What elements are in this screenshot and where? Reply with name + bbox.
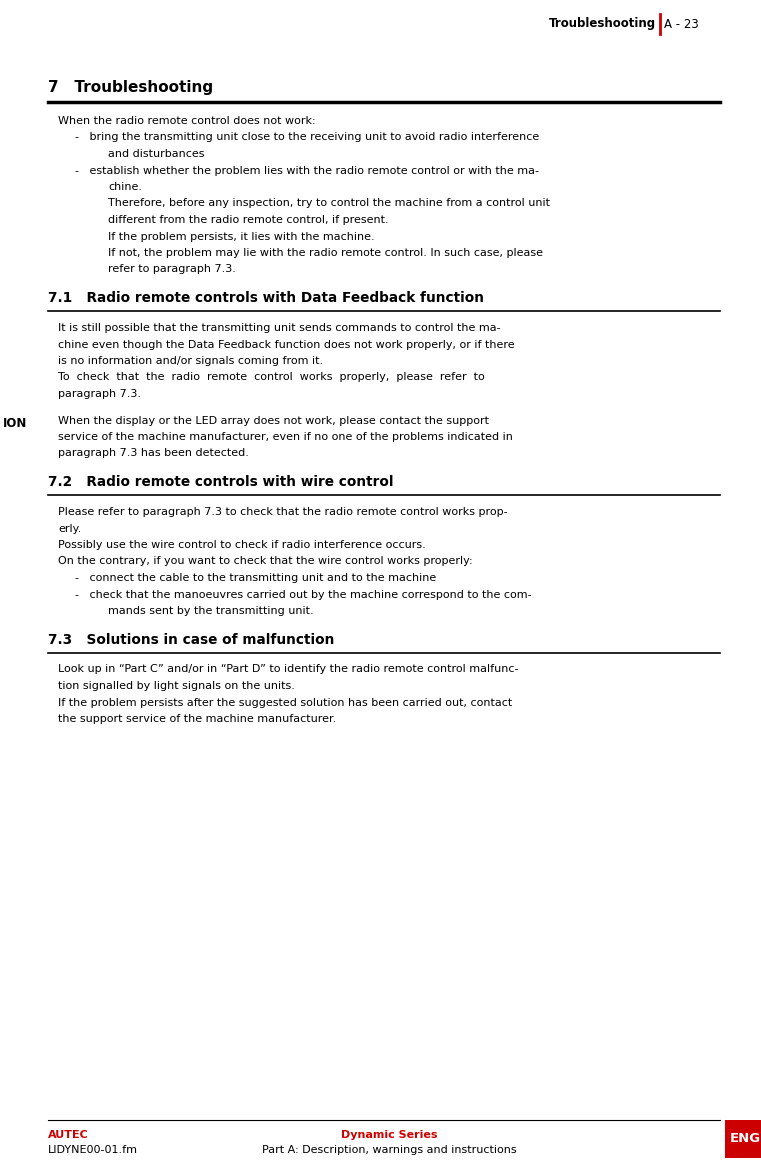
Text: When the display or the LED array does not work, please contact the support: When the display or the LED array does n… <box>58 415 489 426</box>
Text: the support service of the machine manufacturer.: the support service of the machine manuf… <box>58 714 336 725</box>
Text: chine even though the Data Feedback function does not work properly, or if there: chine even though the Data Feedback func… <box>58 340 514 350</box>
Text: It is still possible that the transmitting unit sends commands to control the ma: It is still possible that the transmitti… <box>58 323 501 333</box>
Text: -   check that the manoeuvres carried out by the machine correspond to the com-: - check that the manoeuvres carried out … <box>75 590 532 599</box>
Text: refer to paragraph 7.3.: refer to paragraph 7.3. <box>108 264 236 274</box>
Text: service of the machine manufacturer, even if no one of the problems indicated in: service of the machine manufacturer, eve… <box>58 431 513 442</box>
Text: On the contrary, if you want to check that the wire control works properly:: On the contrary, if you want to check th… <box>58 557 473 566</box>
Text: and disturbances: and disturbances <box>108 149 205 159</box>
Text: If the problem persists after the suggested solution has been carried out, conta: If the problem persists after the sugges… <box>58 698 512 707</box>
Text: Dynamic Series: Dynamic Series <box>341 1130 438 1140</box>
Text: Part A: Description, warnings and instructions: Part A: Description, warnings and instru… <box>262 1146 516 1155</box>
Text: 7   Troubleshooting: 7 Troubleshooting <box>48 80 213 95</box>
Text: 7.3   Solutions in case of malfunction: 7.3 Solutions in case of malfunction <box>48 633 334 647</box>
Text: AUTEC: AUTEC <box>48 1130 89 1140</box>
Text: 7.1   Radio remote controls with Data Feedback function: 7.1 Radio remote controls with Data Feed… <box>48 291 484 305</box>
Text: -   establish whether the problem lies with the radio remote control or with the: - establish whether the problem lies wit… <box>75 165 539 176</box>
Text: When the radio remote control does not work:: When the radio remote control does not w… <box>58 116 316 126</box>
Text: -   connect the cable to the transmitting unit and to the machine: - connect the cable to the transmitting … <box>75 573 436 583</box>
Text: paragraph 7.3.: paragraph 7.3. <box>58 388 141 399</box>
Text: LIDYNE00-01.fm: LIDYNE00-01.fm <box>48 1146 138 1155</box>
Text: Therefore, before any inspection, try to control the machine from a control unit: Therefore, before any inspection, try to… <box>108 199 550 208</box>
Text: different from the radio remote control, if present.: different from the radio remote control,… <box>108 215 389 224</box>
Text: -   bring the transmitting unit close to the receiving unit to avoid radio inter: - bring the transmitting unit close to t… <box>75 133 540 143</box>
Text: tion signalled by light signals on the units.: tion signalled by light signals on the u… <box>58 682 295 691</box>
Text: erly.: erly. <box>58 523 81 534</box>
Text: Please refer to paragraph 7.3 to check that the radio remote control works prop-: Please refer to paragraph 7.3 to check t… <box>58 507 508 518</box>
Text: ENG: ENG <box>730 1133 761 1146</box>
Text: To  check  that  the  radio  remote  control  works  properly,  please  refer  t: To check that the radio remote control w… <box>58 372 485 383</box>
Text: If the problem persists, it lies with the machine.: If the problem persists, it lies with th… <box>108 231 374 242</box>
Text: A - 23: A - 23 <box>664 17 699 30</box>
FancyBboxPatch shape <box>725 1120 761 1158</box>
Text: mands sent by the transmitting unit.: mands sent by the transmitting unit. <box>108 606 314 616</box>
Text: If not, the problem may lie with the radio remote control. In such case, please: If not, the problem may lie with the rad… <box>108 248 543 258</box>
Text: 7.2   Radio remote controls with wire control: 7.2 Radio remote controls with wire cont… <box>48 475 393 488</box>
Text: Look up in “Part C” and/or in “Part D” to identify the radio remote control malf: Look up in “Part C” and/or in “Part D” t… <box>58 664 518 675</box>
Text: chine.: chine. <box>108 181 142 192</box>
Text: Troubleshooting: Troubleshooting <box>549 17 656 30</box>
Text: ION: ION <box>3 418 27 430</box>
Text: is no information and/or signals coming from it.: is no information and/or signals coming … <box>58 356 323 366</box>
Text: paragraph 7.3 has been detected.: paragraph 7.3 has been detected. <box>58 449 249 458</box>
Text: Possibly use the wire control to check if radio interference occurs.: Possibly use the wire control to check i… <box>58 540 425 550</box>
